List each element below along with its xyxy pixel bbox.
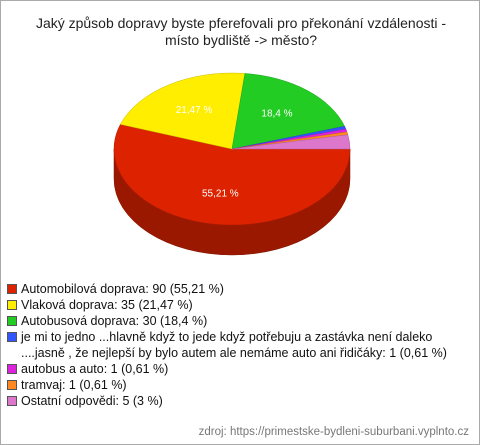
legend-label: Automobilová doprava: 90 (55,21 %) <box>21 282 224 296</box>
legend-label: tramvaj: 1 (0,61 %) <box>21 378 127 392</box>
legend-item: Automobilová doprava: 90 (55,21 %) <box>7 281 467 297</box>
source: zdroj: https://primestske-bydleni-suburb… <box>198 426 469 438</box>
pie-area: 55,21 % 21,47 % 18,4 % <box>113 72 351 256</box>
legend-item: Ostatní odpovědi: 5 (3 %) <box>7 393 467 409</box>
legend-label: Vlaková doprava: 35 (21,47 %) <box>21 298 193 312</box>
value-label: 21,47 % <box>176 105 213 116</box>
chart-title: Jaký způsob dopravy byste pferefovali pr… <box>35 15 447 48</box>
slice <box>231 134 351 150</box>
legend-swatch <box>7 380 17 390</box>
legend-swatch <box>7 364 17 374</box>
value-label: 18,4 % <box>261 108 292 119</box>
slice-top <box>231 134 351 150</box>
slice <box>231 73 345 150</box>
legend-label: Autobusová doprava: 30 (18,4 %) <box>21 314 208 328</box>
legend-swatch <box>7 284 17 294</box>
slice-top <box>113 124 351 226</box>
legend-swatch <box>7 332 17 342</box>
legend-label: autobus a auto: 1 (0,61 %) <box>21 362 169 376</box>
legend-item: tramvaj: 1 (0,61 %) <box>7 377 467 393</box>
legend-item: je mi to jedno ...hlavně když to jede kd… <box>7 329 467 361</box>
legend-item: Vlaková doprava: 35 (21,47 %) <box>7 297 467 313</box>
legend-label: je mi to jedno ...hlavně když to jede kd… <box>21 330 447 360</box>
legend-swatch <box>7 300 17 310</box>
legend: Automobilová doprava: 90 (55,21 %) Vlakov… <box>7 281 467 409</box>
slice-top <box>120 72 246 150</box>
slice-top <box>231 73 345 150</box>
value-label: 55,21 % <box>202 189 239 200</box>
legend-swatch <box>7 396 17 406</box>
legend-item: autobus a auto: 1 (0,61 %) <box>7 361 467 377</box>
legend-label: Ostatní odpovědi: 5 (3 %) <box>21 394 163 408</box>
slice <box>113 124 351 256</box>
slice <box>120 72 246 150</box>
legend-swatch <box>7 316 17 326</box>
legend-item: Autobusová doprava: 30 (18,4 %) <box>7 313 467 329</box>
